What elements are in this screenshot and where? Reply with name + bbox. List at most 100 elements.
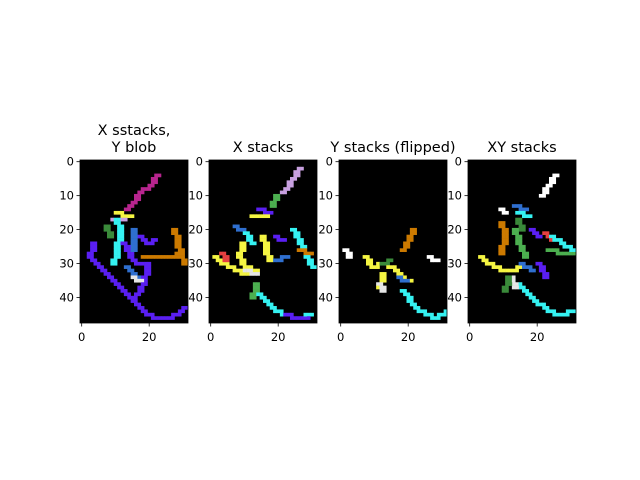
pixel-cell [511,282,516,286]
pixel-cell [515,285,519,290]
pixel-cell [549,176,553,181]
pixel-cell [147,312,152,317]
pixel-cell [552,309,557,314]
pixel-cell [134,278,138,283]
pixel-cell [123,292,128,297]
pixel-cell [306,261,311,266]
pixel-cell [296,170,301,174]
pixel-cell [349,251,353,256]
pixel-cell [279,255,284,259]
y-tick-label: 30 [318,257,333,271]
pixel-cell [167,316,172,320]
pixel-cell [491,261,496,266]
pixel-cell [306,251,311,256]
pixel-cell [232,224,237,229]
pixel-cell [110,258,115,263]
pixel-cell [296,231,301,236]
pixel-cell [140,285,145,290]
pixel-cell [443,309,448,314]
pixel-cell [90,255,94,259]
pixel-cell [127,244,131,249]
pixel-cell [518,227,523,232]
pixel-cell [150,241,155,246]
pixel-cell [174,238,179,242]
pixel-cell [123,265,128,269]
pixel-cell [518,244,523,249]
pixel-cell [127,295,131,300]
pixel-cell [249,292,254,297]
pixel-cell [263,210,267,215]
pixel-cell [518,282,523,286]
pixel-cell [296,238,301,242]
pixel-cell [256,292,260,297]
pixel-cell [310,258,314,263]
pixel-cell [505,285,509,290]
y-tick-label: 0 [67,155,74,169]
pixel-cell [505,234,509,239]
pixel-cell [515,217,519,222]
pixel-cell [528,214,533,219]
pixel-cell [137,197,142,202]
pixel-cell [552,176,557,181]
pixel-cell [134,193,138,198]
pixel-cell [249,265,254,269]
pixel-cell [117,217,121,222]
pixel-cell [144,268,148,273]
pixel-cell [134,261,138,266]
pixel-cell [127,268,131,273]
pixel-cell [545,231,550,236]
pixel-cell [120,227,125,232]
pixel-cell [259,234,264,239]
pixel-cell [117,251,121,256]
pixel-cell [140,255,145,259]
pixel-cell [403,289,407,293]
pixel-cell [386,265,390,269]
pixel-cell [532,231,536,236]
pixel-cell [481,258,486,263]
pixel-cell [120,238,125,242]
pixel-cell [130,258,135,263]
pixel-cell [212,255,217,259]
pixel-cell [219,251,223,256]
pixel-cell [296,248,301,252]
pixel-cell [376,285,380,290]
pixel-cell [426,312,431,317]
pixel-cell [498,265,503,269]
pixel-cell [515,282,519,286]
pixel-cell [399,278,404,283]
pixel-cell [256,207,260,212]
pixel-cell [117,248,121,252]
pixel-cell [423,312,428,317]
y-tick-label: 20 [318,223,333,237]
pixel-cell [103,268,108,273]
pixel-cell [396,272,401,276]
pixel-cell [552,234,557,239]
pixel-cell [242,272,247,276]
pixel-cell [518,234,523,239]
pixel-cell [266,255,271,259]
pixel-cell [369,265,374,269]
pixel-cell [515,210,519,215]
pixel-cell [266,241,271,246]
pixel-cell [379,285,384,290]
y-tick-label: 20 [188,223,203,237]
pixel-cell [177,238,182,242]
pixel-cell [406,241,411,246]
pixel-cell [403,292,407,297]
pixel-cell [252,285,257,290]
pixel-cell [545,275,550,280]
pixel-cell [90,244,94,249]
pixel-cell [110,231,115,236]
pixel-cell [413,306,417,310]
pixel-cell [177,251,182,256]
pixel-cell [549,183,553,188]
pixel-cell [167,255,172,259]
axes-frame [338,159,448,324]
pixel-cell [246,231,250,236]
pixel-cell [266,214,271,219]
pixel-cell [113,251,118,256]
pixel-cell [229,265,233,269]
panel-y-stacks-flipped: 0 10 20 30 40 0 20 Y stacks (flipped) [318,140,455,344]
pixel-cell [389,265,394,269]
pixel-cell [420,309,424,314]
